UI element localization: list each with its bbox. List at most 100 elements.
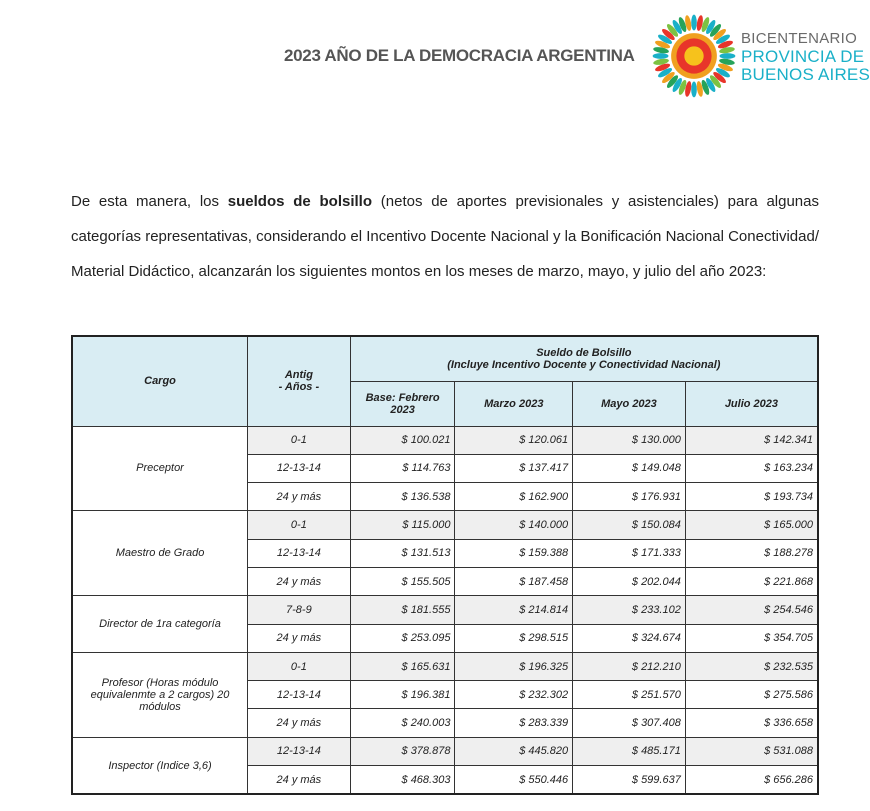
table-row: Profesor (Horas módulo equivalenmte a 2 …: [71, 651, 819, 738]
salary-table: Cargo Antig - Años - Sueldo de Bolsillo …: [71, 335, 819, 796]
logo-petal: [696, 81, 703, 97]
cargo-cell: Preceptor: [71, 425, 249, 512]
table-row: Maestro de Grado 0-1 $ 115.000 $ 140.000 $ 1…: [71, 510, 819, 597]
amount-cell: $ 130.000: [572, 425, 686, 455]
logo-petal: [678, 79, 687, 95]
logo-petal: [666, 24, 679, 37]
logo-petal: [653, 58, 669, 65]
logo-petal: [672, 20, 682, 35]
antig-cell: 0-1: [247, 425, 351, 455]
logo-petal: [662, 28, 675, 41]
amount-cell: $ 531.088: [684, 736, 819, 767]
table-row: Director de 1ra categoría 7-8-9 $ 181.555 $…: [71, 595, 819, 653]
logo-petal: [719, 47, 735, 54]
amount-cell: $ 165.000: [684, 510, 819, 540]
amount-cell: $ 468.303: [349, 765, 456, 795]
logo-petal: [658, 34, 673, 44]
antig-cell: 24 y más: [247, 482, 351, 512]
logo-petal: [706, 77, 716, 92]
amount-cell: $ 120.061: [454, 425, 574, 455]
amount-cell: $ 202.044: [572, 566, 686, 597]
logo-petal: [713, 28, 726, 41]
antig-cell: 12-13-14: [247, 736, 351, 767]
header-title: 2023 AÑO DE LA DEMOCRACIA ARGENTINA: [284, 46, 635, 65]
amount-cell: $ 187.458: [454, 566, 574, 597]
col-header-group: Sueldo de Bolsillo (Incluye Incentivo Do…: [349, 335, 819, 382]
amount-cell: $ 136.538: [349, 482, 456, 512]
antig-cell: 12-13-14: [247, 453, 351, 484]
amount-cell: $ 233.102: [572, 595, 686, 625]
amount-cell: $ 307.408: [572, 708, 686, 738]
amount-cell: $ 159.388: [454, 538, 574, 568]
amount-cell: $ 150.084: [572, 510, 686, 540]
logo-line-2: PROVINCIA DE: [741, 47, 865, 66]
amount-cell: $ 298.515: [454, 623, 574, 653]
logo-petal: [715, 34, 730, 44]
col-header-month: Julio 2023: [684, 380, 819, 427]
amount-cell: $ 283.339: [454, 708, 574, 738]
para-bold: sueldos de bolsillo: [227, 193, 372, 210]
col-header-month: Marzo 2023: [454, 380, 574, 427]
antig-cell: 24 y más: [247, 623, 351, 653]
amount-cell: $ 324.674: [572, 623, 686, 653]
logo-petal: [653, 47, 669, 54]
amount-cell: $ 275.586: [684, 680, 819, 710]
amount-cell: $ 171.333: [572, 538, 686, 568]
amount-cell: $ 253.095: [349, 623, 456, 653]
logo-petal: [706, 20, 716, 35]
amount-cell: $ 181.555: [349, 595, 456, 625]
amount-cell: $ 336.658: [684, 708, 819, 738]
para-before: De esta manera, los: [71, 193, 228, 210]
logo-petal: [719, 58, 735, 65]
logo-petal: [717, 40, 733, 49]
antig-cell: 0-1: [247, 510, 351, 540]
amount-cell: $ 165.631: [349, 651, 456, 682]
amount-cell: $ 163.234: [684, 453, 819, 484]
amount-cell: $ 100.021: [349, 425, 456, 455]
amount-cell: $ 378.878: [349, 736, 456, 767]
logo-petal: [709, 24, 722, 37]
table-row: 24 y más $ 155.505 $ 187.458 $ 202.044 $ 221…: [72, 566, 819, 597]
amount-cell: $ 131.513: [349, 538, 456, 568]
logo-petal: [701, 79, 710, 95]
amount-cell: $ 114.763: [349, 453, 456, 484]
amount-cell: $ 115.000: [349, 510, 456, 540]
logo-petal: [658, 68, 673, 78]
amount-cell: $ 162.900: [454, 482, 574, 512]
logo-petal: [701, 17, 710, 33]
amount-cell: $ 196.325: [454, 651, 574, 682]
logo-petal: [696, 15, 703, 31]
group-title: Sueldo de Bolsillo: [536, 346, 632, 359]
amount-cell: $ 142.341: [684, 425, 819, 455]
logo-petal: [709, 75, 722, 88]
amount-cell: $ 137.417: [454, 453, 574, 484]
group-subtitle: (Incluye Incentivo Docente y Conectivida…: [447, 358, 721, 371]
logo-petal: [715, 68, 730, 78]
amount-cell: $ 599.637: [572, 765, 686, 795]
table-row: 24 y más $ 240.003 $ 283.339 $ 307.408 $ 336…: [72, 708, 819, 738]
logo-petal: [662, 71, 675, 84]
antig-cell: 12-13-14: [247, 680, 351, 710]
logo-petal: [655, 40, 671, 49]
amount-cell: $ 254.546: [684, 595, 819, 625]
logo-petal: [672, 77, 682, 92]
logo-petal: [666, 75, 679, 88]
table-row: Preceptor 0-1 $ 100.021 $ 120.061 $ 130.000 $…: [71, 425, 819, 512]
table-row: 24 y más $ 253.095 $ 298.515 $ 324.674 $ 354…: [72, 623, 819, 653]
logo-petal: [713, 71, 726, 84]
logo-petal: [685, 15, 692, 31]
amount-cell: $ 176.931: [572, 482, 686, 512]
antig-cell: 24 y más: [247, 708, 351, 738]
amount-cell: $ 149.048: [572, 453, 686, 484]
col-header-antig: Antig - Años -: [247, 335, 351, 427]
cargo-cell: Director de 1ra categoría: [71, 595, 249, 653]
logo-petal: [685, 81, 692, 97]
amount-cell: $ 212.210: [572, 651, 686, 682]
amount-cell: $ 550.446: [454, 765, 574, 795]
amount-cell: $ 232.535: [684, 651, 819, 682]
logo-line-1: BICENTENARIO: [741, 30, 858, 47]
col-header-month: Base: Febrero 2023: [349, 380, 456, 427]
amount-cell: $ 354.705: [684, 623, 819, 653]
antig-cell: 24 y más: [247, 566, 351, 597]
table-row: 12-13-14 $ 114.763 $ 137.417 $ 149.048 $ 163…: [72, 453, 819, 484]
